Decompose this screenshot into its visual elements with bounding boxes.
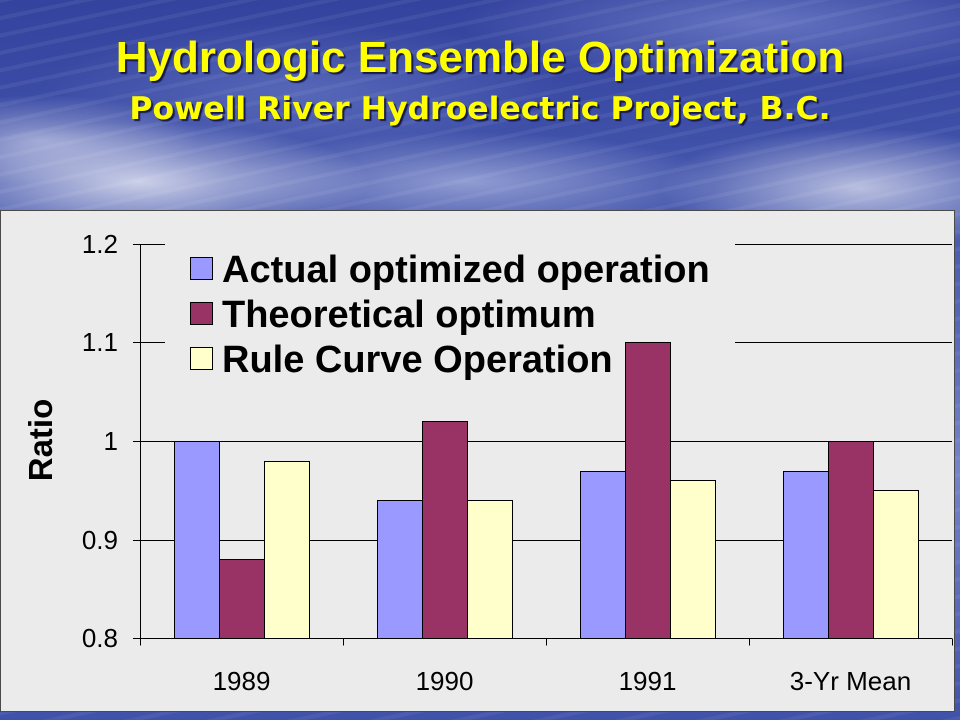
bar-actual-optimized-operation-3-yr-mean	[783, 471, 829, 639]
bar-actual-optimized-operation-1991	[580, 471, 626, 639]
bar-actual-optimized-operation-1989	[174, 441, 220, 639]
bar-theoretical-optimum-1990	[422, 421, 468, 639]
bar-theoretical-optimum-1991	[625, 342, 671, 639]
bar-rule-curve-operation-1989	[264, 461, 310, 639]
chart-panel: Actual optimized operation Theoretical op…	[0, 210, 955, 712]
bar-actual-optimized-operation-1990	[377, 500, 423, 639]
slide-subtitle: Powell River Hydroelectric Project, B.C.	[129, 91, 831, 127]
x-tick-label-1990: 1990	[416, 666, 474, 696]
bar-rule-curve-operation-1991	[670, 480, 716, 639]
y-axis-label: Ratio	[22, 399, 59, 482]
x-tick-label-3-yr-mean: 3-Yr Mean	[790, 666, 911, 696]
y-tick-labels: 0.8 0.9 1 1.1 1.2	[82, 229, 118, 653]
legend-label-theoretical-optimum: Theoretical optimum	[222, 294, 596, 336]
legend-swatch-actual-optimized-operation	[190, 257, 213, 280]
category-labels: 1989 1990 1991 3-Yr Mean	[213, 666, 912, 696]
slide-title: Hydrologic Ensemble Optimization	[115, 33, 845, 82]
legend-item-rule-curve-operation: Rule Curve Operation	[190, 339, 613, 381]
bar-theoretical-optimum-3-yr-mean	[828, 441, 874, 639]
axes	[133, 244, 953, 646]
bar-theoretical-optimum-1989	[219, 559, 265, 639]
bar-rule-curve-operation-1990	[467, 500, 513, 639]
legend-swatch-rule-curve-operation	[190, 347, 213, 370]
legend-label-actual-optimized-operation: Actual optimized operation	[222, 249, 710, 291]
y-tick-label: 1	[104, 426, 118, 456]
legend-item-actual-optimized-operation: Actual optimized operation	[190, 249, 710, 291]
y-tick-label: 0.8	[82, 623, 118, 653]
y-tick-label: 1.2	[82, 229, 118, 259]
y-tick-label: 0.9	[82, 525, 118, 555]
bar-rule-curve-operation-3-yr-mean	[873, 490, 919, 639]
legend-label-rule-curve-operation: Rule Curve Operation	[222, 339, 613, 381]
legend-item-theoretical-optimum: Theoretical optimum	[190, 294, 596, 336]
x-tick-label-1989: 1989	[213, 666, 271, 696]
y-tick-label: 1.1	[82, 327, 118, 357]
x-tick-label-1991: 1991	[619, 666, 677, 696]
legend-swatch-theoretical-optimum	[190, 302, 213, 325]
bars	[174, 342, 919, 639]
